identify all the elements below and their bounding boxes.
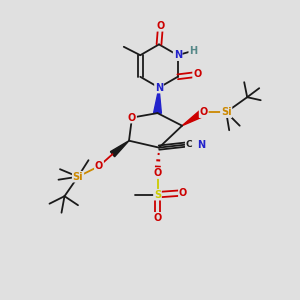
Text: Si: Si <box>73 172 83 182</box>
Polygon shape <box>154 88 161 113</box>
Text: O: O <box>200 107 208 117</box>
Text: O: O <box>153 168 162 178</box>
Text: O: O <box>193 69 201 80</box>
Text: O: O <box>179 188 187 198</box>
Text: S: S <box>154 190 161 200</box>
Text: N: N <box>155 82 163 93</box>
Text: C: C <box>186 140 192 149</box>
Text: O: O <box>95 161 103 171</box>
Text: H: H <box>189 46 197 56</box>
Text: O: O <box>128 112 136 123</box>
Text: O: O <box>153 213 162 223</box>
Text: Si: Si <box>221 107 232 117</box>
Text: O: O <box>156 21 165 31</box>
Text: N: N <box>197 140 206 150</box>
Polygon shape <box>182 109 206 126</box>
Text: N: N <box>174 50 182 60</box>
Polygon shape <box>110 141 129 157</box>
